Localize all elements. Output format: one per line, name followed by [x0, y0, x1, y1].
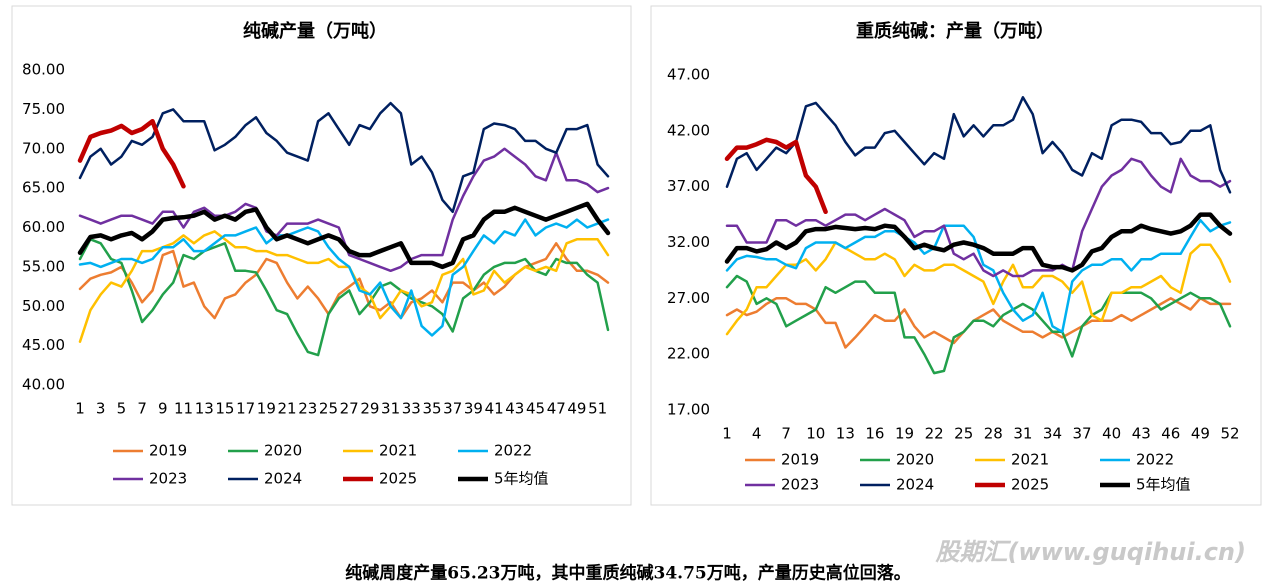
watermark: 股期汇(www.guqihui.cn) [934, 538, 1246, 566]
legend-label: 2021 [379, 442, 417, 460]
x-tick-label: 49 [567, 400, 586, 418]
x-tick-label: 19 [895, 425, 914, 443]
legend-label: 2019 [149, 442, 187, 460]
legend-label: 2025 [1011, 476, 1049, 494]
y-tick-label: 60.00 [22, 218, 65, 236]
x-tick-label: 28 [984, 425, 1003, 443]
series-line [725, 96, 1232, 194]
y-tick-label: 45.00 [22, 336, 65, 354]
chart-panel [11, 5, 632, 506]
x-tick-label: 33 [402, 400, 421, 418]
legend-label: 2020 [264, 442, 302, 460]
y-tick-label: 50.00 [22, 297, 65, 315]
legend-label: 2021 [1011, 451, 1049, 469]
y-tick-label: 27.00 [667, 289, 710, 307]
x-tick-label: 19 [257, 400, 276, 418]
y-tick-label: 70.00 [22, 139, 65, 157]
series-line [78, 101, 610, 214]
x-tick-label: 31 [1013, 425, 1032, 443]
x-tick-label: 21 [278, 400, 297, 418]
series-line [725, 297, 1232, 349]
y-tick-label: 42.00 [667, 121, 710, 139]
series-line [77, 201, 611, 270]
x-tick-label: 11 [174, 400, 193, 418]
series-line [77, 118, 186, 189]
y-tick-label: 65.00 [22, 179, 65, 197]
x-tick-label: 40 [1102, 425, 1121, 443]
x-tick-label: 46 [1161, 425, 1180, 443]
y-tick-label: 80.00 [22, 61, 65, 79]
y-tick-label: 40.00 [22, 376, 65, 394]
x-tick-label: 7 [137, 400, 147, 418]
x-tick-label: 23 [298, 400, 317, 418]
series-line [725, 274, 1232, 375]
x-tick-label: 37 [1073, 425, 1092, 443]
x-tick-label: 17 [236, 400, 255, 418]
x-tick-label: 7 [781, 425, 791, 443]
x-tick-label: 39 [464, 400, 483, 418]
x-tick-label: 49 [1191, 425, 1210, 443]
legend-label: 2020 [896, 451, 934, 469]
y-tick-label: 22.00 [667, 345, 710, 363]
y-tick-label: 17.00 [667, 401, 710, 419]
legend-label: 2023 [781, 476, 819, 494]
x-tick-label: 52 [1220, 425, 1239, 443]
y-tick-label: 37.00 [667, 177, 710, 195]
series-line [78, 147, 610, 273]
legend-label: 5年均值 [494, 470, 549, 488]
legend-label: 5年均值 [1136, 476, 1191, 494]
x-tick-label: 1 [75, 400, 85, 418]
x-tick-label: 47 [547, 400, 566, 418]
series-line [725, 157, 1232, 278]
x-tick-label: 27 [340, 400, 359, 418]
x-tick-label: 35 [422, 400, 441, 418]
x-tick-label: 31 [381, 400, 400, 418]
x-tick-label: 25 [319, 400, 338, 418]
x-tick-label: 34 [1043, 425, 1062, 443]
x-tick-label: 13 [195, 400, 214, 418]
legend-label: 2024 [264, 470, 302, 488]
x-tick-label: 3 [96, 400, 106, 418]
y-tick-label: 75.00 [22, 100, 65, 118]
series-line [78, 218, 610, 337]
x-tick-label: 43 [1132, 425, 1151, 443]
series-line [78, 230, 610, 343]
legend-label: 2022 [494, 442, 532, 460]
series-line [725, 218, 1232, 334]
x-tick-label: 10 [806, 425, 825, 443]
series-line [725, 241, 1232, 336]
legend-label: 2023 [149, 470, 187, 488]
x-tick-label: 22 [925, 425, 944, 443]
x-tick-label: 45 [526, 400, 545, 418]
x-tick-label: 5 [117, 400, 127, 418]
chart-title: 纯碱产量（万吨） [243, 20, 387, 42]
x-tick-label: 37 [443, 400, 462, 418]
x-tick-label: 9 [158, 400, 168, 418]
x-tick-label: 43 [505, 400, 524, 418]
y-tick-label: 32.00 [667, 233, 710, 251]
x-tick-label: 1 [722, 425, 732, 443]
x-tick-label: 51 [588, 400, 607, 418]
legend-label: 2025 [379, 470, 417, 488]
y-tick-label: 47.00 [667, 66, 710, 84]
x-tick-label: 41 [485, 400, 504, 418]
series-line [78, 238, 610, 357]
x-tick-label: 15 [215, 400, 234, 418]
y-tick-label: 55.00 [22, 257, 65, 275]
series-line [724, 212, 1233, 273]
x-tick-label: 13 [836, 425, 855, 443]
legend-label: 2022 [1136, 451, 1174, 469]
caption: 纯碱周度产量65.23万吨，其中重质纯碱34.75万吨，产量历史高位回落。 [345, 563, 910, 584]
chart-title: 重质纯碱：产量（万吨） [856, 20, 1054, 42]
series-line [724, 137, 828, 215]
legend-label: 2024 [896, 476, 934, 494]
x-tick-label: 29 [360, 400, 379, 418]
x-tick-label: 16 [865, 425, 884, 443]
x-tick-label: 25 [954, 425, 973, 443]
x-tick-label: 4 [752, 425, 762, 443]
legend-label: 2019 [781, 451, 819, 469]
